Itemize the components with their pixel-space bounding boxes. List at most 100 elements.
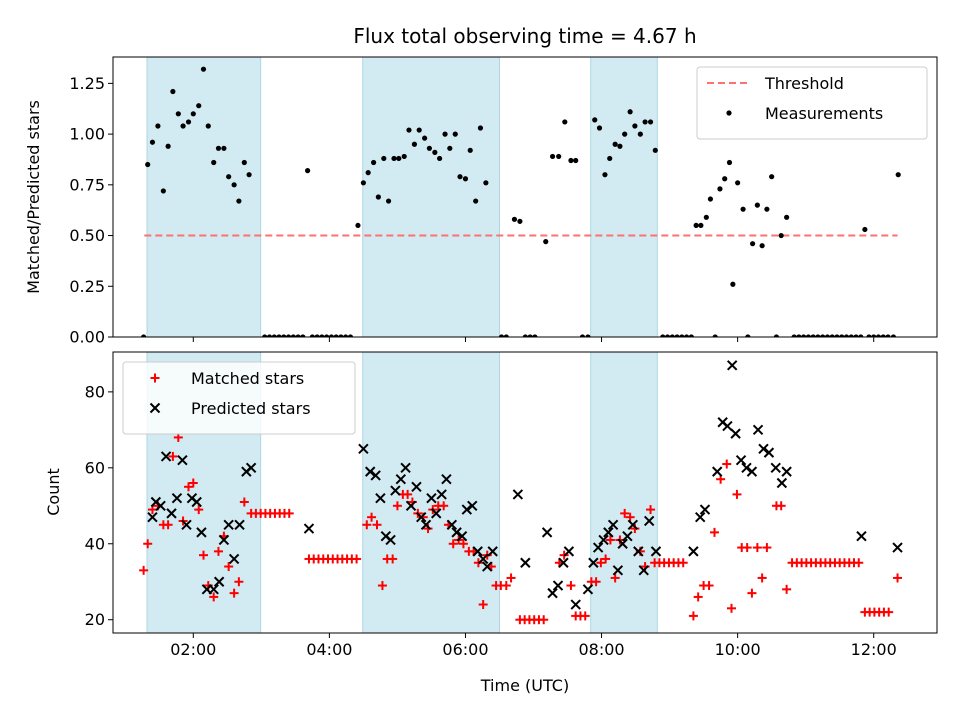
- data-point: [758, 443, 769, 455]
- data-point: [147, 511, 158, 523]
- data-point: [388, 554, 398, 564]
- data-point: [416, 127, 422, 133]
- data-point: [746, 466, 758, 477]
- data-point: [355, 222, 361, 229]
- legend-swatch: [150, 373, 160, 383]
- axes-frame: [112, 56, 938, 338]
- data-point: [552, 580, 564, 591]
- data-point: [511, 216, 518, 222]
- data-point: [674, 334, 680, 337]
- data-point: [607, 155, 613, 162]
- data-point: [712, 466, 723, 477]
- data-point: [364, 466, 376, 477]
- data-point: [347, 334, 354, 337]
- data-point: [741, 462, 752, 474]
- data-point: [155, 123, 161, 129]
- data-point: [171, 492, 183, 504]
- data-point: [563, 546, 575, 557]
- data-point: [612, 565, 624, 576]
- shaded-interval-1: [362, 351, 500, 634]
- data-point: [139, 565, 149, 575]
- legend-label: Predicted stars: [191, 399, 311, 418]
- data-point: [543, 239, 549, 245]
- data-point: [726, 360, 738, 371]
- data-point: [218, 534, 230, 546]
- data-point: [462, 176, 469, 182]
- data-point: [592, 117, 598, 123]
- data-point: [143, 539, 153, 549]
- data-point: [426, 145, 432, 151]
- data-point: [638, 565, 649, 576]
- data-point: [699, 504, 711, 515]
- y-tick-label: 1.00: [69, 125, 105, 144]
- data-point: [558, 557, 569, 568]
- data-point: [262, 334, 268, 337]
- data-point: [358, 443, 369, 455]
- data-point: [432, 149, 438, 155]
- data-point: [620, 508, 630, 518]
- data-point: [215, 145, 222, 151]
- data-point: [890, 334, 897, 337]
- data-point: [381, 155, 387, 162]
- data-point: [483, 180, 489, 186]
- data-point: [314, 334, 320, 337]
- y-tick-label: 1.25: [69, 74, 105, 93]
- data-point: [678, 558, 688, 568]
- data-point: [411, 481, 422, 493]
- data-point: [642, 119, 648, 125]
- x-tick-label: 12:00: [851, 640, 897, 659]
- data-point: [722, 420, 733, 432]
- data-point: [646, 505, 656, 515]
- data-point: [679, 334, 685, 337]
- data-point: [801, 334, 807, 337]
- data-point: [420, 519, 432, 530]
- data-point: [371, 159, 377, 166]
- y-tick-label: 20: [85, 610, 105, 629]
- data-point: [805, 334, 811, 337]
- data-point: [829, 334, 835, 337]
- x-tick-label: 04:00: [306, 640, 352, 659]
- data-point: [191, 496, 202, 508]
- legend-box: [696, 66, 928, 140]
- data-point: [452, 131, 458, 137]
- data-point: [695, 511, 706, 523]
- data-point: [236, 198, 242, 204]
- chart-title: Flux total observing time = 4.67 h: [353, 24, 696, 48]
- data-point: [693, 592, 703, 602]
- data-point: [858, 334, 864, 337]
- data-point: [149, 139, 156, 145]
- data-point: [390, 485, 401, 496]
- y-tick-label: 0.50: [69, 226, 105, 245]
- data-point: [155, 500, 166, 511]
- data-point: [239, 497, 249, 507]
- x-tick-label: 06:00: [442, 640, 488, 659]
- data-point: [627, 519, 639, 530]
- data-point: [400, 462, 411, 474]
- data-point: [205, 123, 211, 129]
- data-point: [328, 334, 335, 337]
- data-point: [820, 334, 826, 337]
- data-point: [365, 170, 371, 176]
- shaded-interval-2: [590, 351, 658, 634]
- y-tick-label: 40: [85, 534, 105, 553]
- data-point: [403, 489, 413, 499]
- data-point: [467, 500, 478, 511]
- data-point: [472, 546, 483, 557]
- data-point: [588, 557, 599, 568]
- data-point: [177, 455, 188, 466]
- data-point: [747, 588, 757, 598]
- data-point: [231, 182, 237, 188]
- data-point: [503, 334, 509, 337]
- x-tick-label: 02:00: [170, 640, 216, 659]
- data-point: [742, 543, 752, 553]
- series-1: [147, 360, 903, 610]
- data-point: [885, 334, 891, 337]
- data-point: [451, 527, 462, 538]
- data-point: [196, 103, 202, 109]
- data-point: [707, 196, 714, 202]
- data-point: [196, 527, 207, 538]
- data-point: [160, 188, 166, 194]
- data-point: [796, 334, 802, 337]
- data-point: [815, 334, 821, 337]
- data-point: [633, 546, 644, 557]
